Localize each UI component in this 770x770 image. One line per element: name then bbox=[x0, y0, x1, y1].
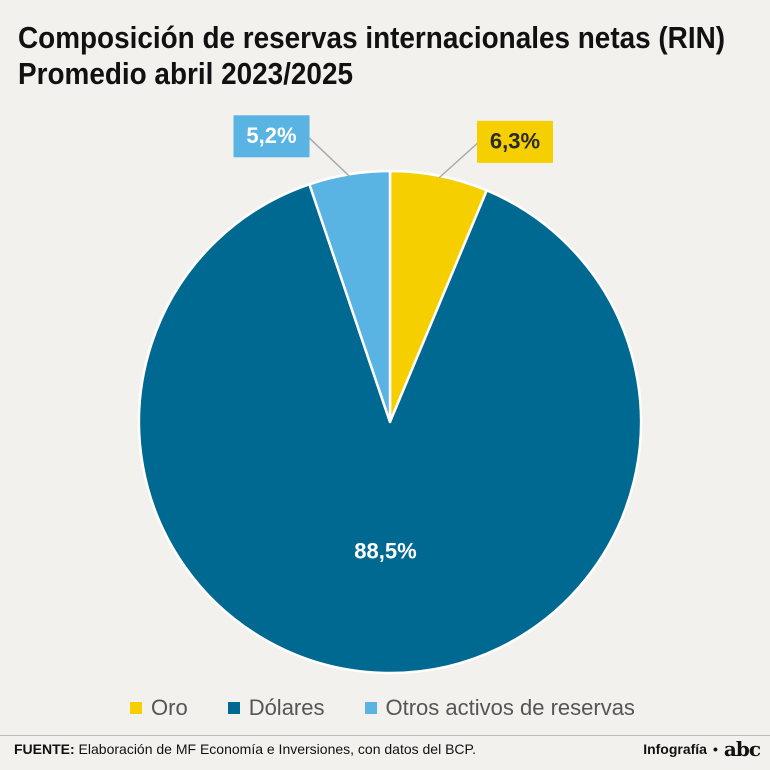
label-box-oro bbox=[476, 120, 553, 163]
credit-text: Infografía bbox=[643, 741, 707, 757]
pie-slice-otros-activos-de-reservas bbox=[308, 169, 392, 424]
credit-separator: • bbox=[712, 741, 718, 757]
label-box-otros-activos-de-reservas bbox=[233, 115, 310, 158]
footer-divider bbox=[0, 735, 770, 736]
chart-legend: Oro Dólares Otros activos de reservas bbox=[130, 694, 675, 722]
legend-swatch-otros-activos-de-reservas bbox=[364, 702, 377, 714]
data-label-oro: 6,3% bbox=[490, 129, 540, 154]
source-note: FUENTE: Elaboración de MF Economía e Inv… bbox=[14, 741, 476, 757]
credit: Infografía • abc bbox=[643, 737, 761, 761]
chart-title: Composición de reservas internacionales … bbox=[18, 20, 726, 92]
legend-label-dolares: Dólares bbox=[248, 695, 325, 720]
legend-label-oro: Oro bbox=[151, 695, 188, 720]
abc-logo: abc bbox=[723, 737, 761, 761]
data-label-dolares: 88,5% bbox=[354, 538, 416, 563]
legend-item-dolares: Dólares bbox=[227, 695, 325, 721]
leader-line-oro bbox=[438, 141, 480, 179]
chart-title-line-1: Composición de reservas internacionales … bbox=[18, 20, 726, 55]
pie-slice-dolares bbox=[137, 183, 643, 675]
legend-item-oro: Oro bbox=[130, 695, 188, 721]
legend-swatch-dolares bbox=[227, 702, 240, 714]
legend-swatch-oro bbox=[130, 702, 142, 714]
chart-subtitle: Promedio abril 2023/2025 bbox=[18, 56, 353, 91]
legend-item-otros-activos-de-reservas: Otros activos de reservas bbox=[364, 695, 635, 721]
pie-chart: 6,3% 88,5% 5,2% bbox=[137, 115, 643, 675]
legend-label-otros-activos-de-reservas: Otros activos de reservas bbox=[385, 695, 635, 720]
leader-line-otros-activos-de-reservas bbox=[307, 135, 350, 177]
data-label-otros-activos-de-reservas: 5,2% bbox=[246, 123, 296, 148]
source-label: FUENTE: bbox=[14, 741, 75, 757]
source-text: Elaboración de MF Economía e Inversiones… bbox=[74, 741, 476, 757]
